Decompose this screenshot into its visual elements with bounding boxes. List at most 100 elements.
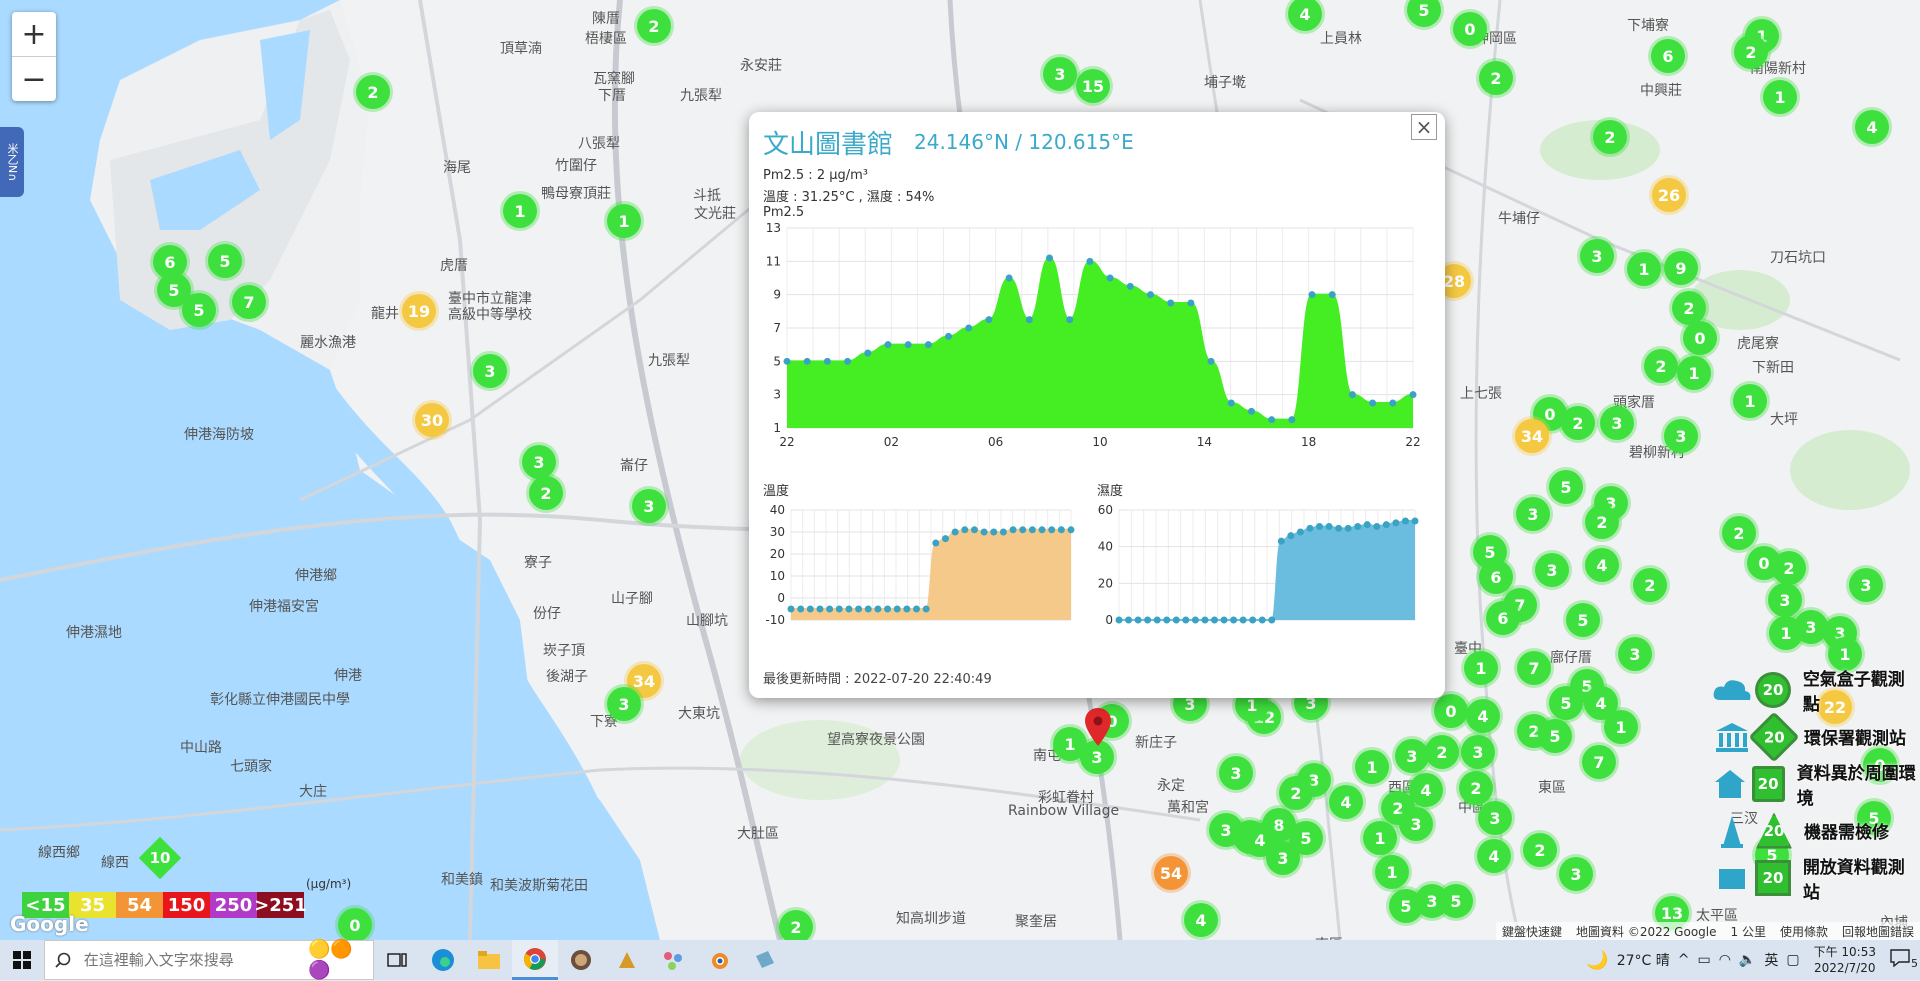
taskbar-search-box[interactable]: 🟡🟠🟣 — [44, 939, 374, 981]
station-marker[interactable]: 5 — [208, 244, 242, 278]
station-marker[interactable]: 0 — [1434, 694, 1468, 728]
data-point[interactable] — [1106, 274, 1114, 282]
station-marker[interactable]: 6 — [1479, 560, 1513, 594]
station-marker[interactable]: 0 — [1453, 12, 1487, 46]
station-marker[interactable]: 4 — [1855, 110, 1889, 144]
data-point[interactable] — [904, 341, 912, 349]
data-point[interactable] — [1306, 524, 1314, 532]
station-marker[interactable]: 3 — [1768, 583, 1802, 617]
data-point[interactable] — [961, 526, 969, 534]
station-marker[interactable]: 5 — [1566, 603, 1600, 637]
station-marker[interactable]: 3 — [1080, 740, 1114, 774]
station-marker[interactable]: 5 — [1857, 801, 1891, 835]
station-marker[interactable]: 3 — [1395, 739, 1429, 773]
data-point[interactable] — [1066, 316, 1074, 324]
edge-browser-icon[interactable] — [420, 940, 466, 980]
station-marker[interactable]: 7 — [232, 285, 266, 319]
ime-indicator[interactable]: 英 — [1764, 953, 1779, 969]
side-panel-tab[interactable]: 米乙N∩ — [0, 127, 24, 197]
station-marker[interactable]: 4 — [1329, 785, 1363, 819]
search-input[interactable] — [81, 950, 308, 970]
station-marker[interactable]: 6 — [153, 245, 187, 279]
data-point[interactable] — [1227, 399, 1235, 407]
data-point[interactable] — [845, 605, 853, 613]
data-point[interactable] — [1389, 399, 1397, 407]
data-point[interactable] — [1369, 399, 1377, 407]
station-marker[interactable]: 5 — [1549, 686, 1583, 720]
attribution-link[interactable]: 鍵盤快速鍵 — [1502, 925, 1563, 939]
station-marker[interactable]: 3 — [522, 445, 556, 479]
data-point[interactable] — [816, 605, 824, 613]
data-point[interactable] — [884, 605, 892, 613]
chrome-browser-icon[interactable] — [512, 940, 558, 980]
attribution-link[interactable]: 1 公里 — [1730, 925, 1766, 939]
station-marker[interactable]: 7 — [1517, 651, 1551, 685]
data-point[interactable] — [1354, 523, 1362, 530]
station-marker[interactable]: 0 — [338, 908, 372, 940]
data-point[interactable] — [1316, 523, 1324, 530]
data-point[interactable] — [884, 341, 892, 349]
station-marker[interactable]: 3 — [1516, 497, 1550, 531]
data-point[interactable] — [1172, 616, 1180, 624]
station-marker[interactable]: 1 — [1464, 651, 1498, 685]
data-point[interactable] — [1046, 254, 1054, 262]
station-marker[interactable]: 2 — [356, 75, 390, 109]
data-point[interactable] — [1126, 282, 1134, 290]
station-marker[interactable]: 3 — [1043, 57, 1077, 91]
station-marker[interactable]: 5 — [1439, 884, 1473, 918]
station-marker[interactable]: 5 — [1538, 719, 1572, 753]
station-marker[interactable]: 1 — [503, 194, 537, 228]
station-marker[interactable]: 2 — [1593, 120, 1627, 154]
data-point[interactable] — [1207, 357, 1215, 365]
data-point[interactable] — [1144, 616, 1152, 624]
station-marker[interactable]: 3 — [1399, 807, 1433, 841]
station-marker[interactable]: 3 — [632, 489, 666, 523]
data-point[interactable] — [1146, 291, 1154, 299]
keyboard-layout-icon[interactable]: ▢ — [1786, 952, 1800, 968]
station-marker[interactable]: 0 — [1863, 748, 1897, 782]
weather-text[interactable]: 27°C 晴 — [1616, 953, 1670, 969]
station-marker[interactable]: 4 — [1243, 823, 1277, 857]
data-point[interactable] — [1201, 616, 1209, 624]
data-point[interactable] — [1125, 616, 1133, 624]
attribution-link[interactable]: 地圖資料 ©2022 Google — [1576, 925, 1717, 939]
station-marker[interactable]: 0 — [1683, 321, 1717, 355]
station-marker[interactable]: 26 — [1652, 178, 1686, 212]
notes-app-icon[interactable] — [742, 940, 788, 980]
data-point[interactable] — [1268, 416, 1276, 424]
station-marker[interactable]: 7 — [1582, 745, 1616, 779]
data-point[interactable] — [1363, 521, 1371, 529]
station-marker[interactable]: 1 — [1604, 710, 1638, 744]
windows-start-button[interactable] — [0, 940, 44, 980]
data-point[interactable] — [1028, 526, 1036, 534]
data-point[interactable] — [1373, 523, 1381, 530]
station-marker[interactable]: 5 — [182, 293, 216, 327]
data-point[interactable] — [903, 605, 911, 613]
data-point[interactable] — [999, 528, 1007, 536]
data-point[interactable] — [1025, 316, 1033, 324]
data-point[interactable] — [932, 539, 940, 547]
map-pin-icon[interactable] — [1085, 708, 1111, 752]
data-point[interactable] — [1288, 416, 1296, 424]
station-marker[interactable]: 1 — [1733, 384, 1767, 418]
data-point[interactable] — [990, 528, 998, 536]
station-marker[interactable]: 3 — [1219, 756, 1253, 790]
data-point[interactable] — [803, 357, 811, 365]
data-point[interactable] — [941, 535, 949, 543]
data-point[interactable] — [864, 349, 872, 357]
station-marker[interactable]: 5 — [1549, 470, 1583, 504]
data-point[interactable] — [945, 332, 953, 340]
station-marker[interactable]: 3 — [1478, 801, 1512, 835]
station-marker[interactable]: 3 — [473, 354, 507, 388]
data-point[interactable] — [924, 341, 932, 349]
data-point[interactable] — [1296, 528, 1304, 536]
data-point[interactable] — [1308, 291, 1316, 299]
compass-app-icon[interactable] — [558, 940, 604, 980]
station-marker[interactable]: 4 — [1288, 0, 1322, 31]
station-marker[interactable]: 2 — [1672, 291, 1706, 325]
station-marker[interactable]: 2 — [1523, 833, 1557, 867]
data-point[interactable] — [1038, 526, 1046, 534]
data-point[interactable] — [1187, 299, 1195, 307]
data-point[interactable] — [1344, 524, 1352, 532]
station-marker[interactable]: 3 — [1559, 857, 1593, 891]
